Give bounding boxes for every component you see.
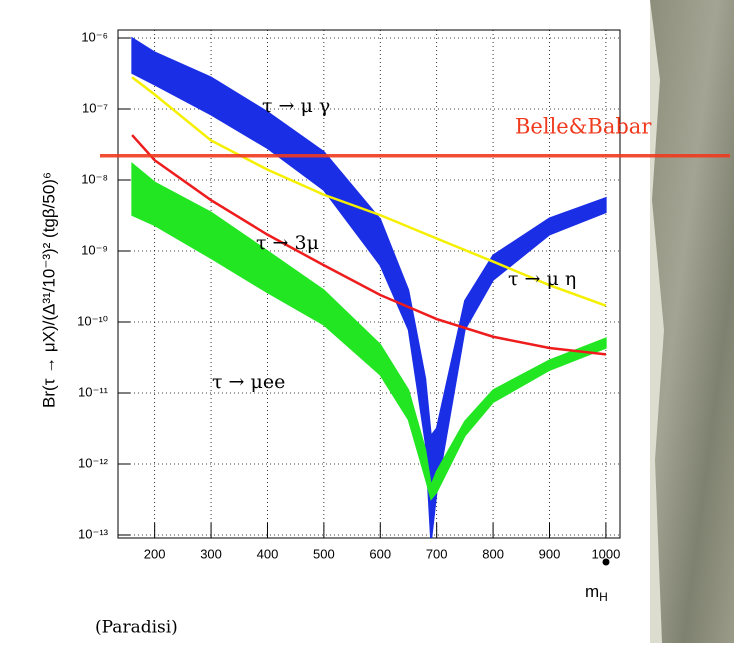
annotation: τ → 3μ bbox=[256, 232, 319, 254]
x-tick-label: 600 bbox=[369, 546, 391, 561]
x-tick-label: 400 bbox=[257, 546, 279, 561]
x-axis-label-sub: H bbox=[599, 590, 608, 604]
band bbox=[131, 162, 607, 501]
background-edge bbox=[650, 0, 664, 643]
x-tick-label: 700 bbox=[426, 546, 448, 561]
y-tick-label: 10⁻¹¹ bbox=[78, 384, 109, 399]
x-axis-label: mH bbox=[585, 582, 608, 604]
x-tick-label: 200 bbox=[144, 546, 166, 561]
limit-label: Belle&Babar bbox=[515, 115, 652, 139]
line bbox=[131, 76, 607, 307]
annotation: τ → μ γ bbox=[262, 95, 330, 117]
y-tick-label: 10⁻¹³ bbox=[78, 526, 109, 541]
y-tick-label: 10⁻¹² bbox=[78, 455, 109, 470]
band bbox=[131, 36, 607, 538]
y-tick-label: 10⁻¹⁰ bbox=[77, 313, 108, 328]
x-tick-label: 500 bbox=[313, 546, 335, 561]
x-tick-label: 300 bbox=[200, 546, 222, 561]
annotation: τ → μ η bbox=[508, 268, 576, 290]
y-tick-label: 10⁻⁹ bbox=[81, 242, 108, 257]
background-texture bbox=[650, 0, 734, 643]
line bbox=[131, 134, 607, 356]
plot-area bbox=[131, 36, 607, 538]
x-tick-label: 800 bbox=[482, 546, 504, 561]
source-note: (Paradisi) bbox=[95, 618, 178, 638]
y-axis-label: Br(τ → μX)/(Δ³¹/10⁻³)² (tgβ/50)⁶ bbox=[39, 172, 58, 408]
y-tick-label: 10⁻⁷ bbox=[82, 100, 108, 115]
plot-frame bbox=[117, 29, 621, 539]
y-tick-label: 10⁻⁶ bbox=[81, 29, 108, 44]
x-axis-label-main: m bbox=[585, 582, 599, 601]
x-tick-label: 1000 bbox=[591, 546, 620, 561]
x-tick-label: 900 bbox=[539, 546, 561, 561]
axes: 10⁻¹³ 10⁻¹² 10⁻¹¹ 10⁻¹⁰ 10⁻⁹ 10⁻⁸ 10⁻⁷ 10⁻⁶ 200 3… bbox=[77, 29, 620, 561]
bullet bbox=[602, 558, 610, 566]
y-tick-label: 10⁻⁸ bbox=[81, 171, 108, 186]
annotation: τ → μee bbox=[212, 371, 285, 393]
